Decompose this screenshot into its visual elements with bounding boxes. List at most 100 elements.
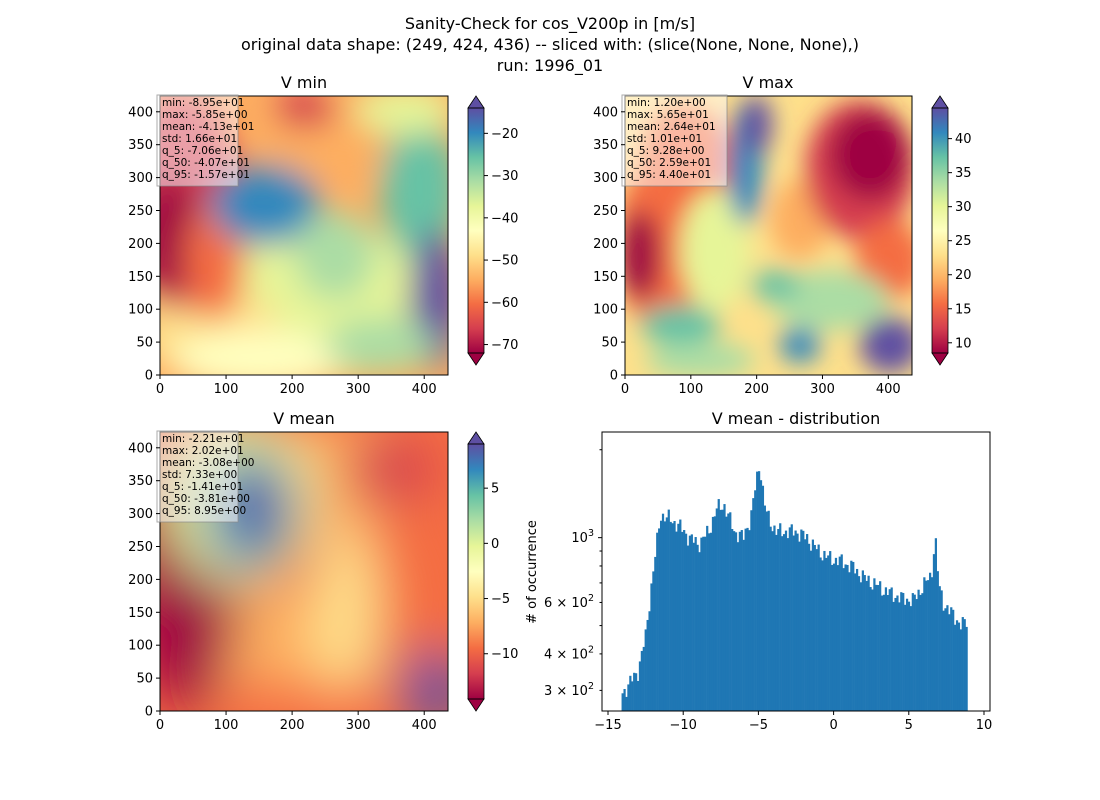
histogram-bar (650, 583, 653, 711)
histogram-bar (725, 516, 728, 711)
vmin-y-tick-label: 0 (145, 369, 153, 384)
histogram-bar (855, 568, 859, 711)
vmin-y-tick-label: 150 (128, 270, 153, 285)
histogram-y-tick-label: 6 × 102 (544, 593, 594, 611)
histogram-bar (946, 605, 949, 711)
vmean-x-tick-label: 0 (156, 718, 164, 733)
vmean-stat: q_95: 8.95e+00 (162, 505, 246, 517)
histogram-bar (852, 561, 855, 711)
histogram-bar (884, 587, 888, 711)
vmean-colorbar-tick-label: 5 (491, 482, 499, 497)
vmax-y-tick-label: 50 (601, 336, 618, 351)
vmax-panel: V max (593, 73, 971, 397)
histogram-bar (702, 536, 705, 711)
vmax-y-tick-label: 0 (610, 369, 618, 384)
vmin-stat: q_95: -1.57e+01 (162, 169, 250, 181)
vmax-x-tick-label: 0 (621, 382, 629, 397)
vmin-y-axis: 0 50 100 150 200 250 300 350 400 (128, 105, 160, 384)
vmean-y-tick-label: 250 (128, 540, 153, 555)
histogram-bar (698, 552, 701, 711)
histogram-bar (727, 513, 730, 711)
histogram-bar (829, 551, 832, 711)
vmin-y-tick-label: 250 (128, 204, 153, 219)
histogram-x-tick-label: 5 (905, 718, 913, 733)
vmin-heatmap-image (160, 96, 448, 375)
histogram-bar (867, 575, 870, 711)
histogram-y-tick-label: 3 × 102 (544, 681, 594, 699)
suptitle-line-3: run: 1996_01 (497, 56, 603, 76)
vmax-y-tick-label: 400 (593, 105, 618, 120)
histogram-bar (756, 471, 759, 711)
histogram-ylabel: # of occurrence (525, 520, 540, 624)
histogram-bar (915, 599, 918, 711)
histogram-bar (831, 564, 834, 711)
histogram-bar (886, 595, 889, 711)
histogram-bar (888, 589, 891, 711)
histogram-bar (738, 531, 741, 711)
vmean-stat: mean: -3.08e+00 (162, 457, 254, 469)
histogram-bar (942, 610, 945, 711)
histogram-bar (640, 650, 643, 711)
histogram-bar (963, 619, 966, 711)
histogram-bar (871, 589, 874, 711)
histogram-bar (748, 530, 751, 711)
vmean-y-tick-label: 200 (128, 573, 153, 588)
histogram-bar (713, 516, 717, 711)
histogram-bar (927, 580, 930, 711)
histogram-bar (934, 538, 937, 711)
histogram-bar (840, 554, 843, 711)
vmean-x-axis: 0 100 200 300 400 (156, 711, 437, 733)
vmean-y-tick-label: 300 (128, 507, 153, 522)
vmax-colorbar-tick-label: 30 (955, 200, 972, 215)
histogram-bar (679, 519, 682, 711)
histogram-bar (844, 564, 847, 711)
vmean-stat: q_50: -3.81e+00 (162, 493, 250, 505)
vmax-y-axis: 0 50 100 150 200 250 300 350 400 (593, 105, 625, 384)
histogram-bar (673, 521, 676, 711)
histogram-bar (904, 604, 907, 711)
histogram-bar (832, 563, 836, 711)
vmean-y-tick-label: 50 (136, 672, 153, 687)
vmin-colorbar-tick-label: −60 (491, 296, 518, 311)
histogram-bar (850, 560, 853, 711)
histogram-title: V mean - distribution (712, 409, 881, 428)
histogram-bar (802, 530, 805, 711)
histogram-bar (757, 471, 761, 711)
histogram-bar (861, 570, 864, 711)
histogram-bar (836, 565, 839, 711)
histogram-bar (654, 556, 657, 711)
vmax-colorbar-tick-label: 15 (955, 302, 972, 317)
histogram-bar (925, 580, 928, 711)
histogram-x-tick-label: −5 (749, 718, 768, 733)
vmean-y-tick-label: 150 (128, 606, 153, 621)
histogram-bar (769, 526, 772, 711)
vmin-x-tick-label: 300 (346, 382, 371, 397)
suptitle-line-2: original data shape: (249, 424, 436) -- … (241, 35, 859, 54)
histogram-bar (740, 530, 743, 711)
vmin-colorbar-tick-label: −20 (491, 127, 518, 142)
histogram-x-tick-label: 0 (829, 718, 837, 733)
vmean-y-tick-label: 0 (145, 705, 153, 720)
vmax-stat: mean: 2.64e+01 (627, 121, 716, 133)
histogram-y-tick-label: 103 (571, 528, 594, 546)
histogram-bar (625, 696, 628, 711)
histogram-bar (677, 523, 680, 711)
vmin-y-tick-label: 50 (136, 336, 153, 351)
vmin-title: V min (281, 73, 327, 92)
vmax-y-tick-label: 100 (593, 303, 618, 318)
vmax-colorbar-tick-label: 35 (955, 166, 972, 181)
histogram-bar (663, 521, 667, 711)
vmax-y-tick-label: 200 (593, 237, 618, 252)
vmin-y-tick-label: 400 (128, 105, 153, 120)
histogram-bar (790, 524, 793, 711)
vmin-x-tick-label: 100 (214, 382, 239, 397)
vmin-x-axis: 0 100 200 300 400 (156, 375, 437, 397)
histogram-bar (696, 544, 699, 711)
histogram-bar (733, 531, 736, 711)
histogram-bar (827, 555, 830, 711)
vmin-x-tick-label: 200 (280, 382, 305, 397)
vmax-stats-box: min: 1.20e+00 max: 5.65e+01 mean: 2.64e+… (621, 94, 728, 187)
histogram-bar (763, 505, 766, 711)
histogram-bar (631, 681, 634, 711)
vmean-stats-box: min: -2.21e+01 max: 2.02e+01 mean: -3.08… (156, 430, 254, 523)
